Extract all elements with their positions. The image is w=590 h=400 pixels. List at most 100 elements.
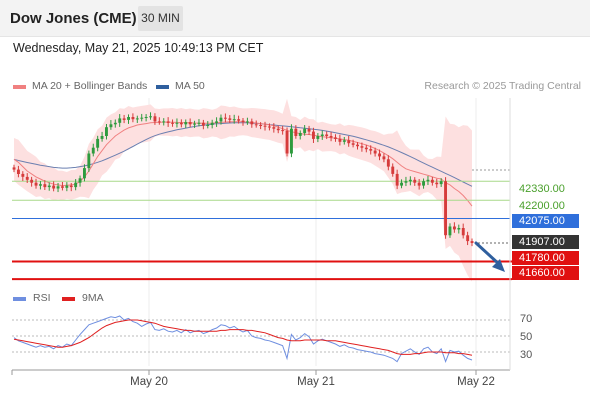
x-label-may21: May 21	[297, 376, 335, 388]
candle-body	[444, 181, 447, 236]
rsi-legend-label: RSI	[33, 292, 51, 304]
candle-body	[369, 149, 373, 151]
candle-body	[201, 122, 205, 126]
candle-body	[448, 226, 452, 236]
candle-body	[246, 121, 249, 123]
candle-body	[206, 125, 210, 126]
candle-body	[338, 138, 342, 142]
last-price-label: 41907.00	[512, 235, 579, 249]
candle-body	[413, 179, 417, 183]
candle-body	[294, 128, 298, 136]
candle-body	[61, 186, 64, 188]
candle-body	[307, 128, 311, 132]
candle-body	[65, 185, 69, 188]
ma50-legend-label: MA 50	[175, 80, 205, 92]
candle-body	[34, 182, 38, 186]
candle-body	[122, 118, 126, 120]
candle-body	[21, 173, 25, 177]
bollinger-legend-label: MA 20 + Bollinger Bands	[32, 80, 148, 92]
candle-body	[153, 116, 157, 122]
support-label-1: 41780.00	[512, 251, 579, 265]
candle-body	[408, 179, 412, 182]
candle-body	[149, 116, 152, 118]
candle-body	[466, 235, 470, 242]
candle-body	[457, 228, 461, 230]
candle-body	[250, 121, 254, 125]
chart-header: Dow Jones (CME) 30 MIN	[0, 0, 590, 37]
candle-body	[219, 117, 223, 122]
pivot-label: 42075.00	[512, 214, 579, 228]
candle-body	[179, 122, 183, 125]
candle-body	[87, 153, 91, 169]
candle-body	[272, 127, 276, 129]
forecast-arrow-shaft	[474, 241, 502, 267]
candle-body	[470, 241, 474, 243]
candle-body	[312, 131, 315, 139]
candle-body	[281, 130, 285, 132]
candle-body	[430, 179, 434, 183]
resistance-label-2: 42200.00	[519, 200, 565, 212]
candle-body	[241, 120, 245, 123]
candle-body	[426, 179, 430, 182]
candle-body	[395, 173, 399, 186]
candle-body	[127, 117, 130, 120]
candle-body	[382, 156, 386, 160]
timeframe-button[interactable]: 30 MIN	[138, 6, 183, 31]
candle-body	[157, 121, 161, 123]
candle-body	[184, 122, 188, 125]
candle-body	[316, 136, 320, 139]
candle-body	[461, 228, 465, 236]
candle-body	[113, 122, 117, 125]
candle-body	[17, 169, 20, 174]
candle-body	[417, 182, 421, 186]
candle-body	[254, 124, 258, 126]
candle-body	[188, 122, 192, 125]
candle-body	[334, 137, 337, 139]
candle-body	[52, 185, 56, 189]
candle-body	[404, 181, 408, 183]
copyright: Research © 2025 Trading Central	[424, 80, 581, 92]
candle-body	[320, 134, 324, 136]
candle-body	[290, 128, 293, 154]
candle-body	[453, 226, 456, 230]
candle-body	[140, 117, 144, 119]
candle-body	[197, 122, 201, 124]
candle-body	[276, 128, 280, 131]
candle-body	[118, 118, 122, 123]
timestamp: Wednesday, May 21, 2025 10:49:13 PM CET	[13, 41, 264, 55]
candle-body	[78, 178, 82, 183]
candle-body	[351, 143, 355, 145]
rsi-tick-70: 70	[520, 313, 533, 325]
candle-body	[378, 153, 381, 157]
candle-body	[347, 140, 351, 144]
candle-body	[325, 134, 329, 136]
candle-body	[268, 126, 271, 128]
candle-body	[12, 167, 16, 170]
candle-body	[109, 124, 113, 128]
candle-body	[215, 121, 218, 123]
candle-body	[25, 176, 29, 180]
candle-body	[360, 146, 364, 148]
ma50-legend-swatch	[156, 85, 169, 89]
candle-body	[175, 122, 179, 124]
candle-body	[303, 128, 307, 134]
candle-body	[373, 150, 377, 154]
resistance-label-1: 42330.00	[519, 183, 565, 195]
support-label-2: 41660.00	[512, 266, 579, 280]
instrument-title: Dow Jones (CME)	[10, 10, 137, 27]
candle-body	[30, 179, 34, 183]
forecast-arrow-head	[492, 259, 505, 272]
candle-body	[171, 122, 174, 124]
rsi-ma-legend-swatch	[62, 297, 75, 301]
bollinger-legend-swatch	[13, 85, 26, 89]
candle-body	[83, 168, 86, 179]
candle-body	[91, 147, 95, 154]
candle-body	[96, 138, 100, 148]
candle-body	[224, 117, 227, 119]
candle-body	[285, 130, 289, 154]
rsi-tick-30: 30	[520, 349, 533, 361]
candle-body	[298, 133, 302, 136]
candle-body	[400, 182, 403, 186]
rsi-ma-line	[13, 319, 473, 356]
candle-body	[144, 117, 148, 118]
